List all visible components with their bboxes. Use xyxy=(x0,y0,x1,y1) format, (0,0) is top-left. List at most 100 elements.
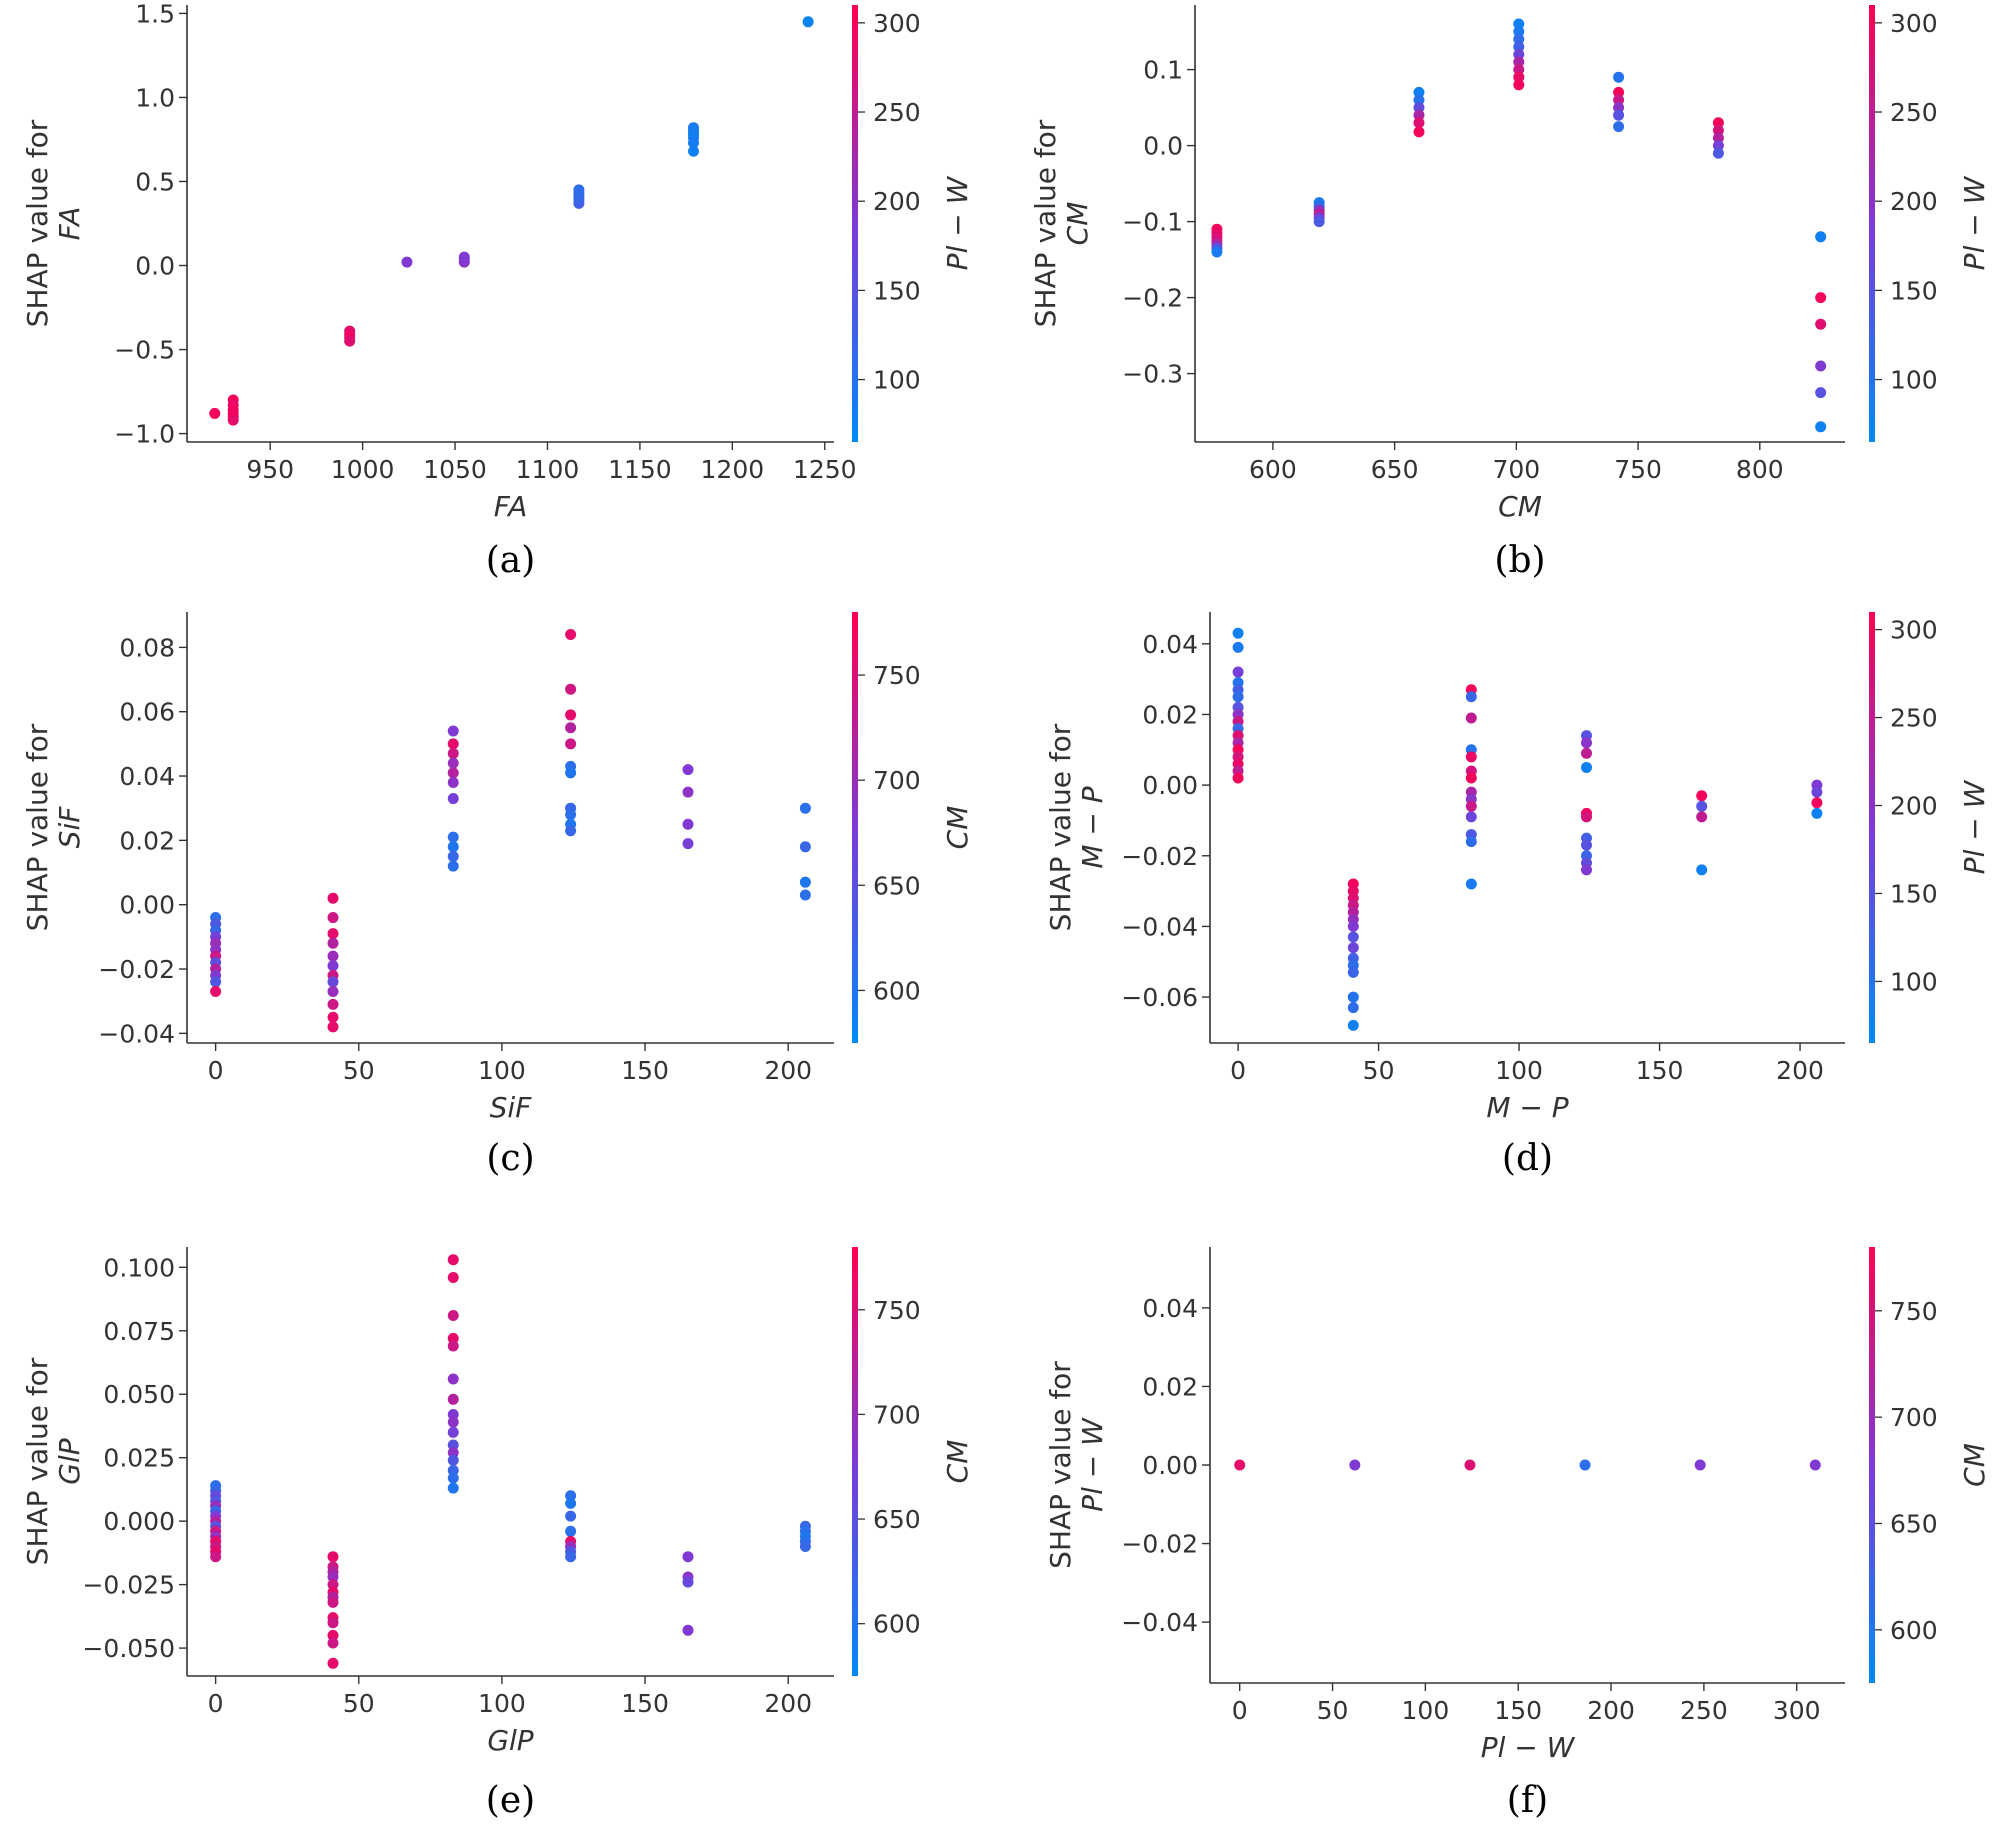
y-tick-label: 0.00 xyxy=(119,891,175,920)
data-point xyxy=(327,950,339,962)
data-point xyxy=(1513,79,1525,91)
data-point xyxy=(327,892,339,904)
data-point xyxy=(447,1447,459,1459)
y-axis-label: SHAP value for xyxy=(21,723,54,931)
data-point xyxy=(327,912,339,924)
data-point xyxy=(327,1637,339,1649)
data-point xyxy=(327,1579,339,1591)
data-point xyxy=(1513,48,1525,60)
colorbar-tick-label: 150 xyxy=(1890,879,1938,908)
data-point xyxy=(1413,126,1425,138)
data-point xyxy=(565,709,577,721)
y-axis-label: SHAP value for xyxy=(21,1357,54,1565)
data-point xyxy=(1811,807,1823,819)
data-point xyxy=(209,407,221,419)
colorbar xyxy=(852,612,858,1043)
x-axis-label: Pl − W xyxy=(1481,1731,1576,1764)
data-point xyxy=(1413,102,1425,114)
y-axis-label-variable: CM xyxy=(1061,202,1094,246)
data-point xyxy=(327,1596,339,1608)
colorbar-tick-label: 100 xyxy=(1890,366,1938,395)
data-point xyxy=(327,986,339,998)
y-tick-label: 0.06 xyxy=(119,698,175,727)
data-point xyxy=(327,928,339,940)
data-point xyxy=(1712,117,1724,129)
data-point xyxy=(1464,1459,1476,1471)
panel-c: 0 50 100 150 200 −0.04 −0.02 0.00 0.02 0.04 0.06 0.… xyxy=(21,612,974,1179)
data-point xyxy=(447,1373,459,1385)
data-point xyxy=(1694,1459,1706,1471)
colorbar-tick-label: 250 xyxy=(1890,98,1938,127)
data-point xyxy=(327,998,339,1010)
y-tick-label: −0.1 xyxy=(1122,208,1183,237)
data-point xyxy=(1613,86,1625,98)
data-point xyxy=(565,1551,577,1563)
data-point xyxy=(1413,117,1425,129)
x-tick-label: 150 xyxy=(621,1056,669,1085)
y-axis-label: SHAP value for xyxy=(21,119,54,327)
data-point xyxy=(1465,691,1477,703)
data-point xyxy=(1232,772,1244,784)
data-point xyxy=(447,738,459,750)
data-point xyxy=(1811,797,1823,809)
data-point xyxy=(1815,292,1827,304)
colorbar-tick-label: 200 xyxy=(873,187,921,216)
x-tick-label: 1200 xyxy=(701,455,765,484)
colorbar-tick-label: 650 xyxy=(873,1505,921,1534)
data-point xyxy=(1581,864,1593,876)
data-point xyxy=(1465,772,1477,784)
data-point xyxy=(447,860,459,872)
panel-caption: (c) xyxy=(486,1138,534,1179)
colorbar-tick-label: 300 xyxy=(873,9,921,38)
y-tick-label: −0.2 xyxy=(1122,284,1183,313)
data-point xyxy=(327,1551,339,1563)
y-tick-label: 0.04 xyxy=(1142,1294,1198,1323)
y-axis-label-variable: M − P xyxy=(1076,786,1109,868)
data-point xyxy=(573,184,585,196)
data-point xyxy=(565,1510,577,1522)
colorbar-tick-label: 150 xyxy=(1890,276,1938,305)
x-tick-label: 0 xyxy=(208,1689,224,1718)
x-tick-label: 600 xyxy=(1249,455,1297,484)
data-point xyxy=(1347,920,1359,932)
data-point xyxy=(1513,56,1525,68)
data-point xyxy=(344,335,356,347)
data-point xyxy=(1413,94,1425,106)
data-point xyxy=(565,1497,577,1509)
x-tick-label: 100 xyxy=(1495,1056,1543,1085)
x-tick-label: 200 xyxy=(1776,1056,1824,1085)
y-tick-label: 0.100 xyxy=(103,1253,175,1282)
y-tick-label: 0.02 xyxy=(1142,1372,1198,1401)
data-point xyxy=(565,809,577,821)
data-point xyxy=(1513,33,1525,45)
data-point xyxy=(210,1551,222,1563)
data-point xyxy=(1613,71,1625,83)
data-point xyxy=(447,748,459,760)
colorbar-tick-label: 650 xyxy=(873,871,921,900)
y-tick-label: −0.3 xyxy=(1122,360,1183,389)
data-point xyxy=(682,1576,694,1588)
data-point xyxy=(682,764,694,776)
x-tick-label: 1150 xyxy=(608,455,672,484)
data-point xyxy=(799,802,811,814)
y-tick-label: −0.06 xyxy=(1121,983,1198,1012)
data-point xyxy=(1465,811,1477,823)
data-point xyxy=(1613,102,1625,114)
y-tick-label: −0.04 xyxy=(98,1019,175,1048)
y-tick-label: 0.000 xyxy=(103,1507,175,1536)
data-point xyxy=(1696,790,1708,802)
data-point xyxy=(327,1617,339,1629)
data-point xyxy=(1696,800,1708,812)
y-tick-label: 0.00 xyxy=(1142,1451,1198,1480)
x-tick-label: 100 xyxy=(478,1056,526,1085)
x-tick-label: 0 xyxy=(1232,1696,1248,1725)
data-point xyxy=(799,841,811,853)
data-point xyxy=(1815,231,1827,243)
data-point xyxy=(447,1416,459,1428)
y-tick-label: −0.050 xyxy=(82,1634,175,1663)
data-point xyxy=(682,1551,694,1563)
data-point xyxy=(327,1021,339,1033)
x-tick-label: 50 xyxy=(343,1056,375,1085)
data-point xyxy=(447,1482,459,1494)
x-axis-label: CM xyxy=(1498,490,1542,523)
